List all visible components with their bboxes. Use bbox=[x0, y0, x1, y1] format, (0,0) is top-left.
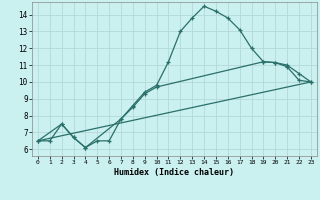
X-axis label: Humidex (Indice chaleur): Humidex (Indice chaleur) bbox=[115, 168, 234, 177]
